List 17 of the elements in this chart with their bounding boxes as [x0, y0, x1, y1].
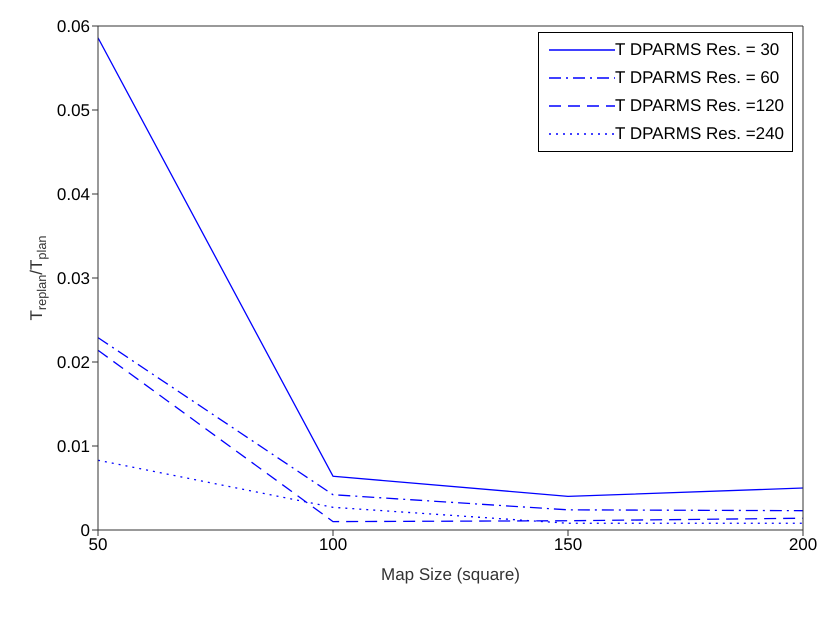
legend-label: T DPARMS Res. = 30 — [615, 40, 780, 60]
x-tick-label: 100 — [318, 535, 348, 554]
x-tick-label: 150 — [554, 535, 582, 554]
legend-label: T DPARMS Res. =240 — [615, 124, 784, 144]
x-axis-title: Map Size (square) — [381, 565, 520, 584]
x-tick-label: 50 — [88, 535, 108, 554]
line-series — [98, 37, 803, 498]
y-tick-label: 0.01 — [56, 437, 90, 456]
x-tick-label: 200 — [788, 535, 818, 554]
legend-label: T DPARMS Res. =120 — [615, 96, 784, 116]
y-tick-label: 0.05 — [56, 101, 90, 120]
y-tick-label: 0.02 — [56, 353, 90, 372]
legend-label: T DPARMS Res. = 60 — [615, 68, 780, 88]
y-tick-label: 0 — [80, 521, 90, 540]
y-tick-label: 0.06 — [56, 17, 90, 36]
y-tick-label: 0.03 — [56, 269, 90, 288]
y-tick-label: 0.04 — [56, 185, 90, 204]
